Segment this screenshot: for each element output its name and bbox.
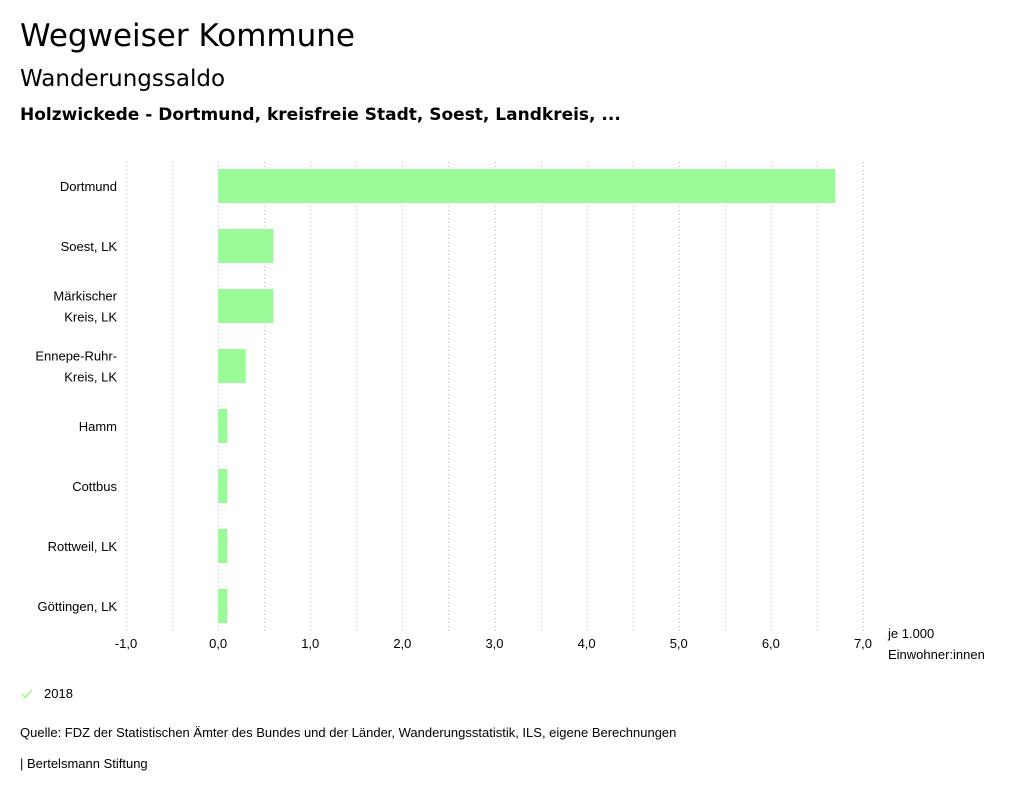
bar: [218, 589, 228, 623]
bar: [218, 349, 246, 383]
x-unit-label: Einwohner:innen: [888, 647, 985, 662]
bar: [218, 229, 274, 263]
x-tick-label: 4,0: [578, 636, 596, 651]
check-icon: [21, 688, 33, 699]
category-label: Cottbus: [72, 479, 117, 494]
category-label: Märkischer: [53, 289, 117, 304]
legend-label: 2018: [44, 686, 73, 701]
x-tick-label: 5,0: [670, 636, 688, 651]
x-tick-label: 3,0: [485, 636, 503, 651]
x-unit-label: je 1.000: [887, 626, 934, 641]
x-tick-label: 0,0: [209, 636, 227, 651]
category-label: Dortmund: [60, 179, 117, 194]
page-title: Wegweiser Kommune: [20, 18, 355, 54]
category-label: Kreis, LK: [64, 370, 117, 385]
legend[interactable]: 2018: [20, 686, 73, 701]
bar: [218, 289, 274, 323]
category-label: Rottweil, LK: [48, 539, 118, 554]
bar: [218, 409, 228, 443]
x-tick-label: 2,0: [393, 636, 411, 651]
x-tick-label: -1,0: [115, 636, 137, 651]
x-tick-label: 1,0: [301, 636, 319, 651]
category-label: Ennepe-Ruhr-: [35, 349, 117, 364]
category-label: Göttingen, LK: [38, 599, 118, 614]
bar: [218, 169, 836, 203]
x-tick-label: 7,0: [854, 636, 872, 651]
credit-note: | Bertelsmann Stiftung: [20, 756, 148, 771]
bar: [218, 469, 228, 503]
category-label: Soest, LK: [61, 239, 118, 254]
x-tick-label: 6,0: [762, 636, 780, 651]
chart-subtitle: Wanderungssaldo: [20, 66, 226, 92]
bar: [218, 529, 228, 563]
source-note: Quelle: FDZ der Statistischen Ämter des …: [20, 725, 677, 740]
category-label: Kreis, LK: [64, 310, 117, 325]
category-label: Hamm: [79, 419, 117, 434]
region-heading: Holzwickede - Dortmund, kreisfreie Stadt…: [20, 105, 621, 125]
